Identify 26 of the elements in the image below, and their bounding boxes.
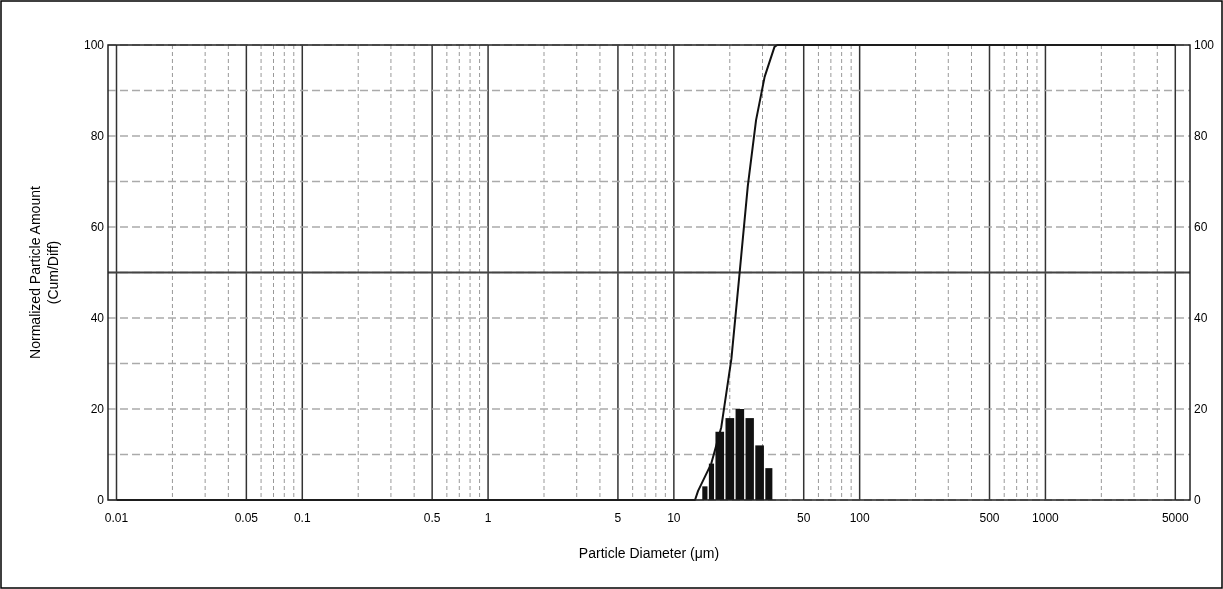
x-tick-label: 100: [849, 511, 870, 525]
x-tick-label: 1: [484, 511, 492, 525]
y2-tick-label: 60: [1194, 220, 1208, 234]
x-tick-label: 0.5: [423, 511, 441, 525]
x-tick-label: 0.05: [234, 511, 259, 525]
x-tick-label: 0.01: [104, 511, 129, 525]
y2-tick-label: 100: [1194, 38, 1215, 52]
x-tick-label: 500: [979, 511, 1000, 525]
x-tick-label: 1000: [1032, 511, 1060, 525]
x-axis-title: Particle Diameter (μm): [578, 545, 720, 561]
y2-tick-label: 40: [1194, 311, 1208, 325]
y-axis-title: Normalized Particle Amount (Cum/Diff): [27, 186, 61, 359]
x-tick-label: 50: [797, 511, 811, 525]
y2-tick-label: 20: [1194, 402, 1208, 416]
y-tick-label: 40: [90, 311, 105, 325]
x-tick-label: 0.1: [293, 511, 311, 525]
y-tick-label: 0: [97, 493, 105, 507]
y2-tick-label: 0: [1194, 493, 1201, 507]
x-tick-label: 10: [667, 511, 681, 525]
y-tick-label: 60: [90, 220, 105, 234]
y2-tick-label: 80: [1194, 129, 1208, 143]
y-tick-label: 20: [90, 402, 105, 416]
x-tick-label: 5: [614, 511, 622, 525]
y-tick-label: 80: [90, 129, 105, 143]
x-tick-label: 5000: [1161, 511, 1189, 525]
y-tick-label: 100: [83, 38, 105, 52]
